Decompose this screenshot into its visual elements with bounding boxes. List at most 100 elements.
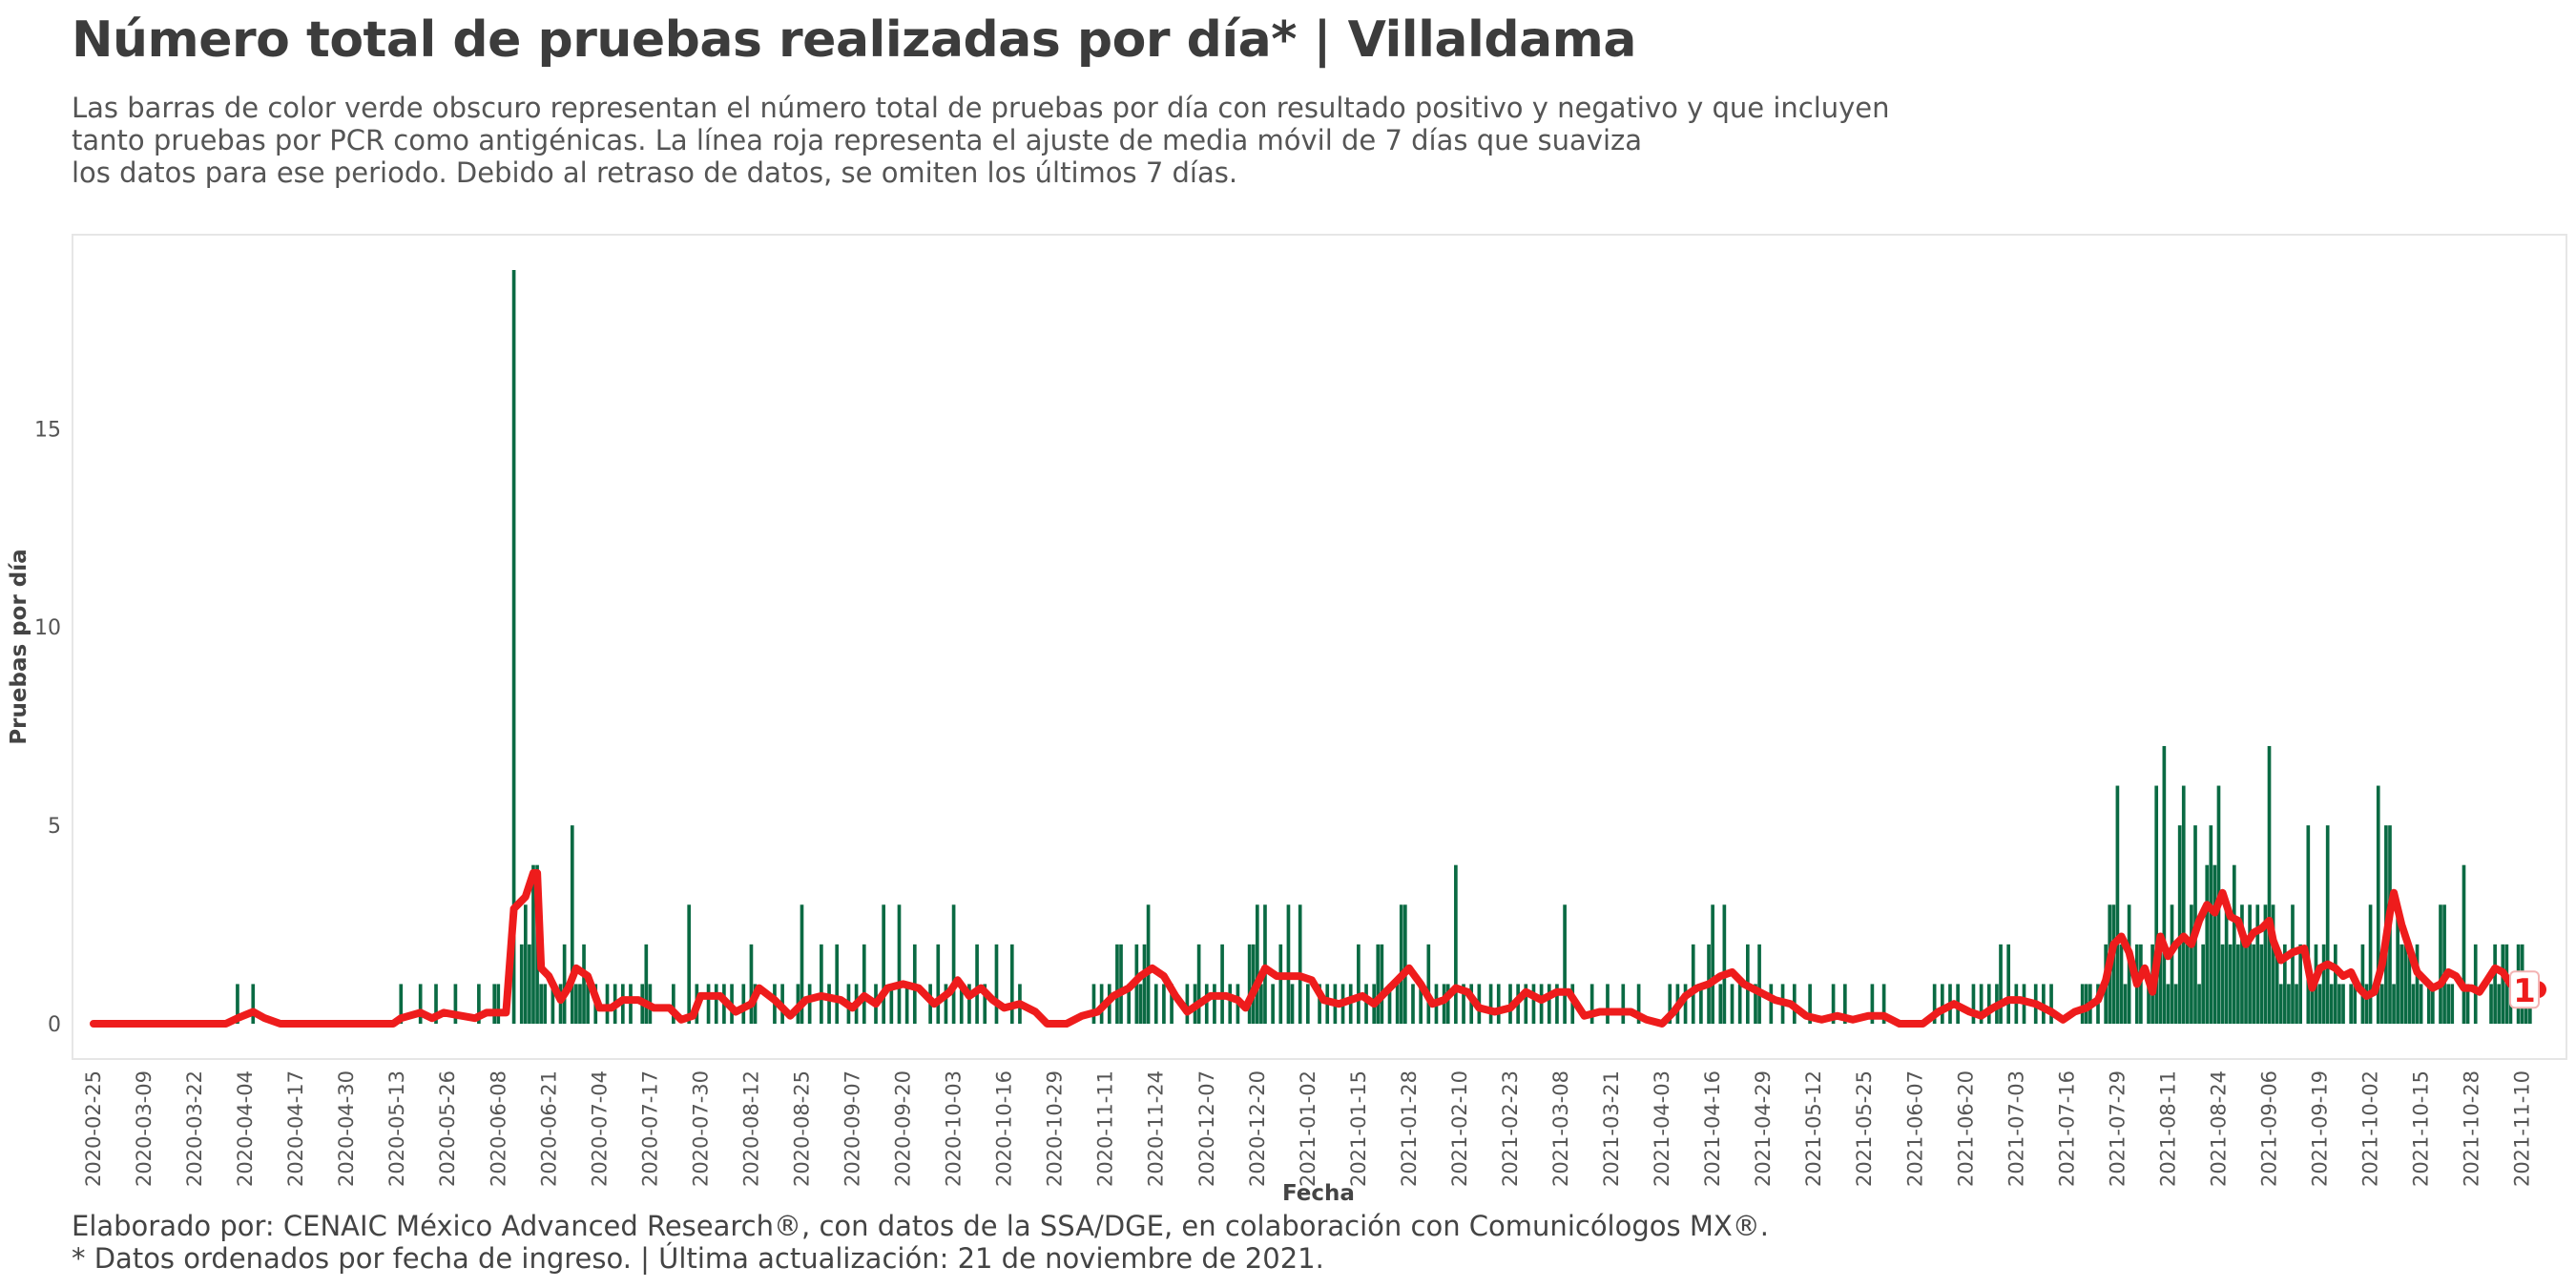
bar (1259, 984, 1263, 1024)
x-tick-label: 2020-10-16 (993, 1070, 1016, 1187)
bar (2275, 944, 2279, 1024)
bar (1979, 984, 1984, 1024)
bar (1999, 944, 2003, 1024)
bar (524, 904, 528, 1024)
bar (714, 984, 718, 1024)
bar (1185, 984, 1190, 1024)
bar (2462, 864, 2466, 1024)
bar (897, 904, 902, 1024)
bar (936, 944, 941, 1024)
bar (2376, 785, 2380, 1024)
bar (1730, 984, 1735, 1024)
bar (2181, 785, 2186, 1024)
bar (672, 984, 675, 1024)
bar (994, 944, 999, 1024)
bar (2205, 864, 2210, 1024)
bar (1531, 984, 1536, 1024)
bar (1263, 904, 1267, 1024)
bar (2209, 825, 2213, 1024)
bar (1488, 984, 1493, 1024)
bar (2014, 984, 2019, 1024)
bar (1469, 984, 1474, 1024)
bar (1204, 984, 1209, 1024)
x-tick-label: 2020-05-13 (385, 1070, 408, 1187)
bar (1146, 904, 1151, 1024)
bar (1220, 944, 1224, 1024)
bar (2267, 745, 2272, 1024)
bar (1380, 944, 1384, 1024)
x-tick-label: 2020-12-07 (1195, 1070, 1218, 1187)
bar (1426, 944, 1431, 1024)
x-tick-label: 2021-09-06 (2258, 1070, 2281, 1187)
bar (1278, 944, 1283, 1024)
bar (1162, 984, 1166, 1024)
x-tick-label: 2021-05-25 (1853, 1070, 1876, 1187)
x-tick-label: 2021-07-29 (2106, 1070, 2129, 1187)
x-axis: 2020-02-25 2020-03-09 2020-03-22 2020-04-04… (82, 1070, 2534, 1187)
bar (2411, 984, 2416, 1024)
bar (951, 904, 956, 1024)
bar (2287, 984, 2291, 1024)
bar (2228, 944, 2233, 1024)
x-tick-label: 2020-06-21 (537, 1070, 560, 1187)
bar (2407, 944, 2412, 1024)
x-tick-label: 2021-09-19 (2309, 1070, 2332, 1187)
bar (1722, 904, 1727, 1024)
moving-average-line (90, 869, 2542, 1028)
bar (1718, 984, 1723, 1024)
bar (1769, 984, 1774, 1024)
bar (2349, 984, 2354, 1024)
bar (1621, 984, 1626, 1024)
bar (558, 984, 563, 1024)
bar (2248, 904, 2252, 1024)
bar (2329, 984, 2334, 1024)
bar (1387, 984, 1392, 1024)
bar (578, 984, 582, 1024)
bar (2415, 944, 2420, 1024)
bar (528, 944, 531, 1024)
bar (2364, 984, 2369, 1024)
bar (1247, 944, 1252, 1024)
bar (1376, 944, 1381, 1024)
bar (418, 984, 423, 1024)
bar (1971, 984, 1976, 1024)
bar (2190, 904, 2193, 1024)
bar (2173, 984, 2178, 1024)
bar (2232, 864, 2236, 1024)
bar (2442, 904, 2446, 1024)
bar (2186, 944, 2190, 1024)
bar (511, 270, 516, 1024)
bar (399, 984, 404, 1024)
bar (1524, 984, 1528, 1024)
bar (2426, 984, 2431, 1024)
bar (2295, 984, 2298, 1024)
bar (749, 944, 754, 1024)
bar (2212, 864, 2217, 1024)
plot-panel (72, 234, 2567, 1060)
x-tick-label: 2021-08-11 (2156, 1070, 2179, 1187)
bar (2240, 904, 2244, 1024)
bar (2353, 984, 2358, 1024)
bar (551, 984, 555, 1024)
bar (1870, 984, 1875, 1024)
bar (251, 984, 256, 1024)
bar (1142, 944, 1147, 1024)
bar (1606, 984, 1610, 1024)
bar (889, 984, 894, 1024)
bar (975, 944, 979, 1024)
bar (543, 984, 548, 1024)
x-tick-label: 2021-10-28 (2461, 1070, 2483, 1187)
bar (1940, 984, 1944, 1024)
bar (2379, 984, 2384, 1024)
bar (519, 944, 524, 1024)
bar (1636, 984, 1641, 1024)
bar (1286, 904, 1291, 1024)
y-tick-label: 0 (48, 1013, 61, 1037)
bar (2493, 944, 2497, 1024)
bar (1255, 904, 1259, 1024)
y-axis-title: Pruebas por día (7, 549, 31, 744)
bar (1986, 984, 1991, 1024)
bar (2396, 904, 2399, 1024)
bar (531, 864, 535, 1024)
bar (605, 984, 610, 1024)
